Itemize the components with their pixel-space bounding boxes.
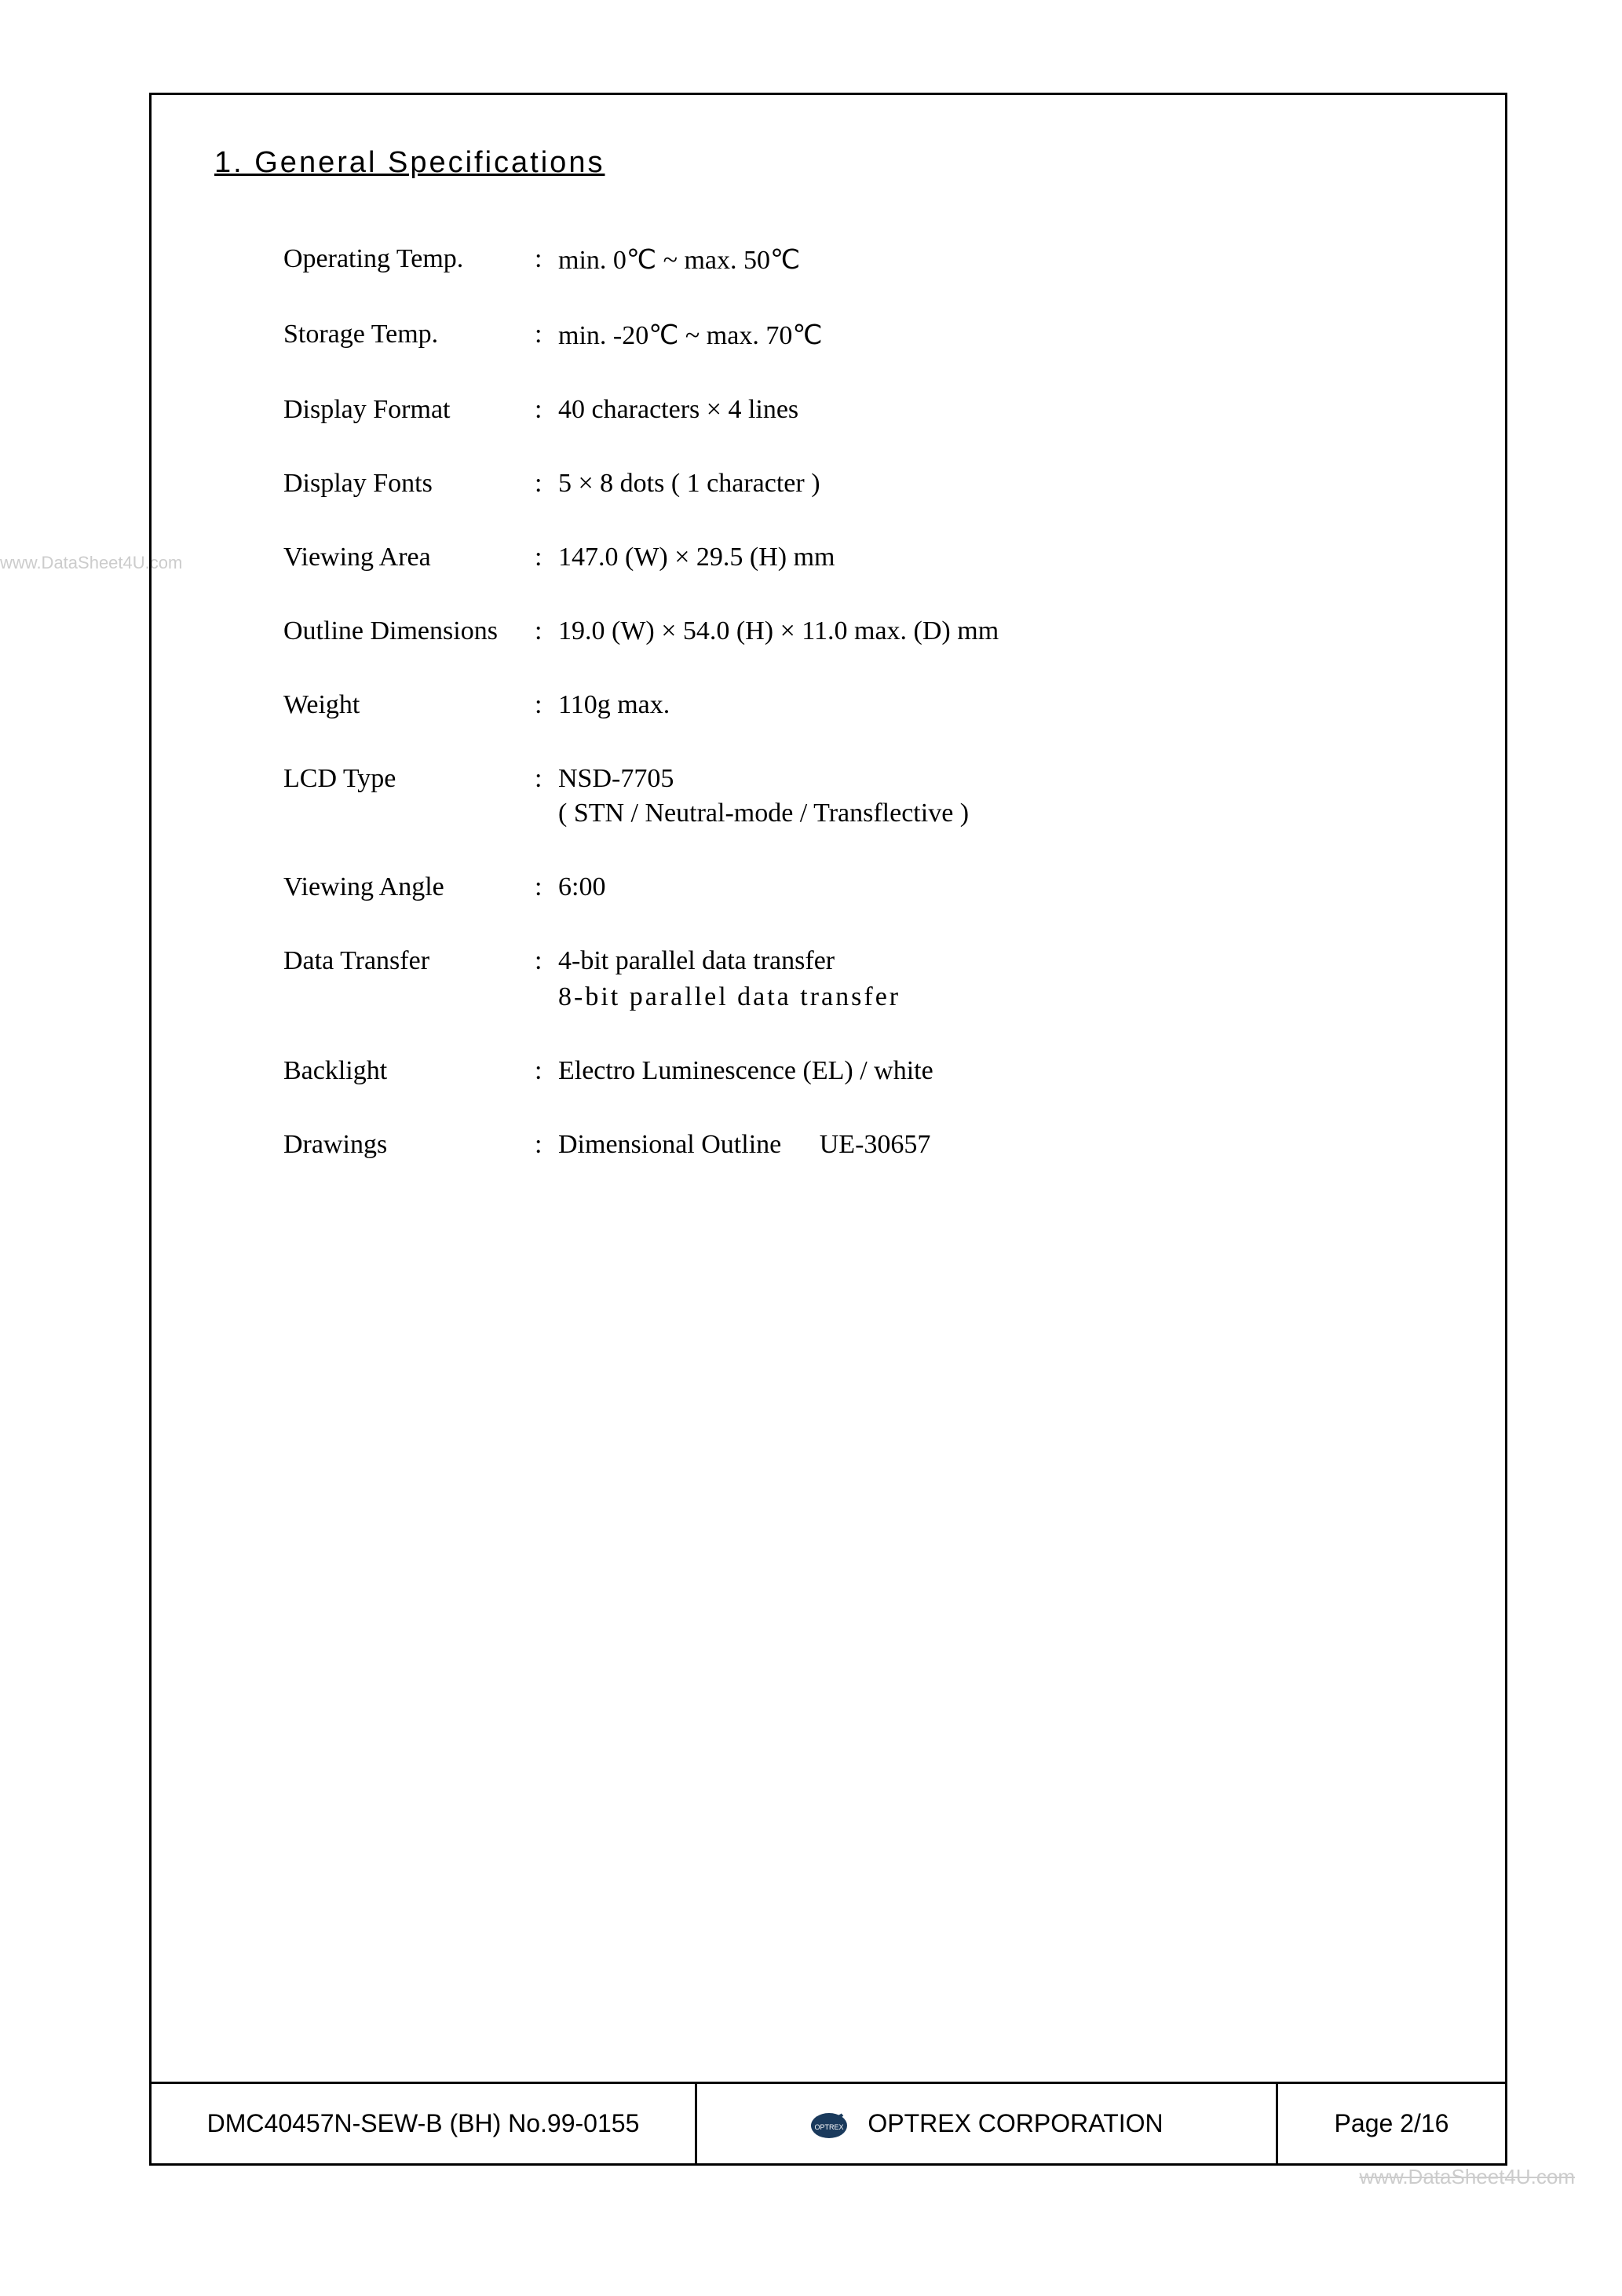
spec-value-main: Dimensional Outline <box>558 1130 781 1159</box>
drawing-code: UE-30657 <box>820 1130 931 1159</box>
spec-row: Data Transfer : 4-bit parallel data tran… <box>283 946 1383 1012</box>
spec-value: 6:00 <box>558 872 1383 902</box>
spec-label: Viewing Area <box>283 543 535 572</box>
spec-row: Weight : 110g max. <box>283 690 1383 720</box>
spec-label: Drawings <box>283 1130 535 1160</box>
spec-value-main: NSD-7705 <box>558 764 1383 794</box>
spec-row: Viewing Angle : 6:00 <box>283 872 1383 902</box>
spec-value: 110g max. <box>558 690 1383 720</box>
spec-value: 4-bit parallel data transfer 8-bit paral… <box>558 946 1383 1012</box>
spec-row: Backlight : Electro Luminescence (EL) / … <box>283 1056 1383 1086</box>
spec-value: Electro Luminescence (EL) / white <box>558 1056 1383 1086</box>
spec-colon: : <box>535 543 558 572</box>
spec-colon: : <box>535 244 558 274</box>
spec-colon: : <box>535 946 558 976</box>
footer-left: DMC40457N-SEW-B (BH) No.99-0155 <box>152 2084 697 2163</box>
spec-label: Weight <box>283 690 535 720</box>
spec-value: min. 0℃ ~ max. 50℃ <box>558 244 1383 276</box>
spec-value: 19.0 (W) × 54.0 (H) × 11.0 max. (D) mm <box>558 616 1383 646</box>
footer-center: OPTREX OPTREX CORPORATION <box>697 2084 1278 2163</box>
optrex-logo-icon: OPTREX <box>809 2108 849 2140</box>
spec-value: NSD-7705 ( STN / Neutral-mode / Transfle… <box>558 764 1383 828</box>
spec-row: Operating Temp. : min. 0℃ ~ max. 50℃ <box>283 244 1383 276</box>
spec-row: Outline Dimensions : 19.0 (W) × 54.0 (H)… <box>283 616 1383 646</box>
spec-colon: : <box>535 320 558 349</box>
spec-colon: : <box>535 395 558 425</box>
spec-label: Backlight <box>283 1056 535 1086</box>
spec-row: Display Fonts : 5 × 8 dots ( 1 character… <box>283 469 1383 499</box>
spec-colon: : <box>535 616 558 646</box>
page-frame: 1. General Specifications Operating Temp… <box>149 93 1507 2166</box>
spec-value: 147.0 (W) × 29.5 (H) mm <box>558 543 1383 572</box>
spec-list: Operating Temp. : min. 0℃ ~ max. 50℃ Sto… <box>283 244 1383 1204</box>
spec-colon: : <box>535 1056 558 1086</box>
section-heading: 1. General Specifications <box>214 146 605 180</box>
spec-row: Viewing Area : 147.0 (W) × 29.5 (H) mm <box>283 543 1383 572</box>
spec-colon: : <box>535 872 558 902</box>
spec-colon: : <box>535 1130 558 1160</box>
spec-row: Display Format : 40 characters × 4 lines <box>283 395 1383 425</box>
spec-row: Drawings : Dimensional Outline UE-30657 <box>283 1130 1383 1160</box>
spec-label: Outline Dimensions <box>283 616 535 646</box>
svg-text:OPTREX: OPTREX <box>815 2123 844 2131</box>
spec-colon: : <box>535 690 558 720</box>
spec-value-line2: 8-bit parallel data transfer <box>558 982 1383 1012</box>
spec-value-main: 4-bit parallel data transfer <box>558 946 1383 976</box>
spec-row: Storage Temp. : min. -20℃ ~ max. 70℃ <box>283 320 1383 351</box>
spec-value-sub: ( STN / Neutral-mode / Transflective ) <box>558 799 1383 828</box>
spec-colon: : <box>535 764 558 794</box>
spec-colon: : <box>535 469 558 499</box>
spec-label: LCD Type <box>283 764 535 794</box>
footer: DMC40457N-SEW-B (BH) No.99-0155 OPTREX O… <box>152 2082 1505 2163</box>
spec-value: 5 × 8 dots ( 1 character ) <box>558 469 1383 499</box>
spec-value: min. -20℃ ~ max. 70℃ <box>558 320 1383 351</box>
footer-company: OPTREX CORPORATION <box>868 2109 1163 2138</box>
spec-row: LCD Type : NSD-7705 ( STN / Neutral-mode… <box>283 764 1383 828</box>
spec-value: Dimensional Outline UE-30657 <box>558 1130 1383 1160</box>
spec-label: Display Format <box>283 395 535 425</box>
spec-label: Operating Temp. <box>283 244 535 274</box>
spec-value: 40 characters × 4 lines <box>558 395 1383 425</box>
spec-label: Viewing Angle <box>283 872 535 902</box>
spec-label: Data Transfer <box>283 946 535 976</box>
footer-page: Page 2/16 <box>1278 2084 1505 2163</box>
spec-label: Storage Temp. <box>283 320 535 349</box>
watermark-bottom: www.DataSheet4U.com <box>1359 2165 1575 2189</box>
spec-label: Display Fonts <box>283 469 535 499</box>
